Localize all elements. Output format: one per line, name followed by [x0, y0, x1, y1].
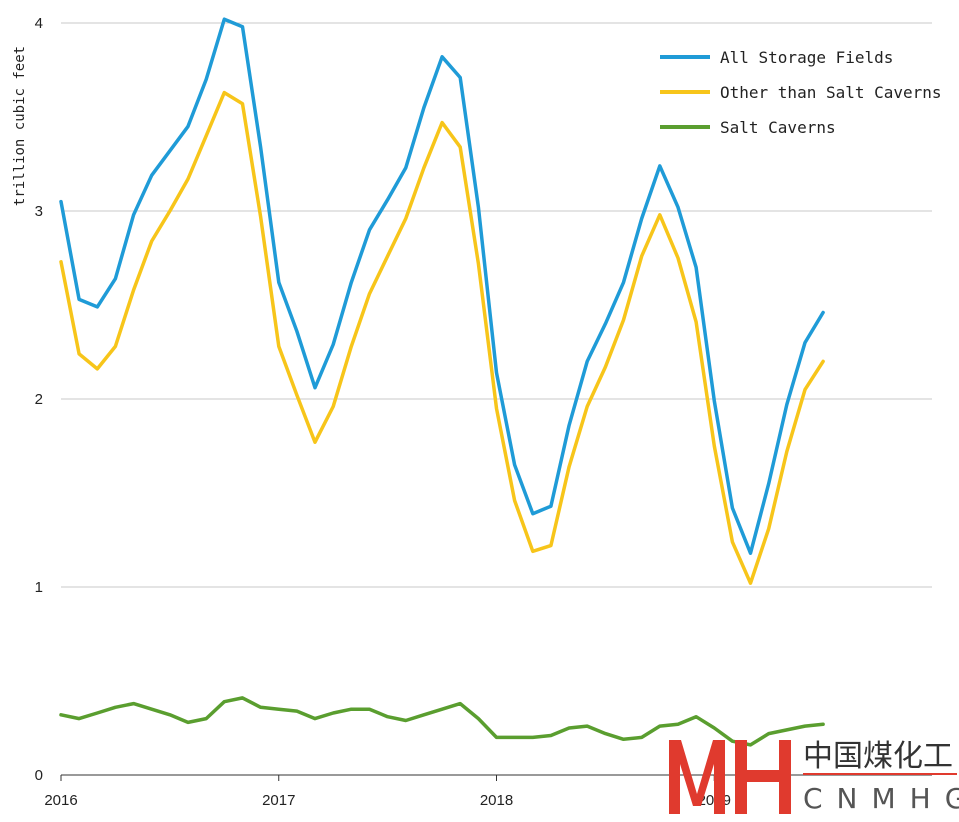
legend-label: Other than Salt Caverns: [720, 83, 942, 102]
y-tick-label: 2: [35, 391, 43, 408]
series-line-other-than-salt-caverns: [59, 90, 825, 585]
logo-mark: [669, 740, 791, 814]
series-line-salt-caverns: [59, 696, 825, 747]
legend-label: All Storage Fields: [720, 48, 893, 67]
series-lines: [59, 17, 825, 747]
series-line-all-storage-fields: [59, 17, 825, 555]
watermark-chinese: 中国煤化工: [803, 739, 953, 774]
x-tick-label: 2017: [262, 792, 295, 809]
watermark-english: CNMHG: [803, 782, 959, 815]
y-tick-label: 0: [35, 767, 43, 784]
x-tick-label: 2016: [44, 792, 77, 809]
x-tick-label: 2018: [480, 792, 513, 809]
watermark-logo: 中国煤化工 CNMHG: [669, 739, 959, 815]
y-axis-title: trillion cubic feet: [12, 46, 28, 206]
legend: All Storage Fields Other than Salt Cavern…: [660, 48, 942, 137]
y-tick-label: 1: [35, 579, 43, 596]
y-tick-label: 3: [35, 203, 43, 220]
gridlines: [61, 22, 932, 588]
legend-label: Salt Caverns: [720, 118, 836, 137]
y-tick-label: 4: [35, 15, 43, 32]
